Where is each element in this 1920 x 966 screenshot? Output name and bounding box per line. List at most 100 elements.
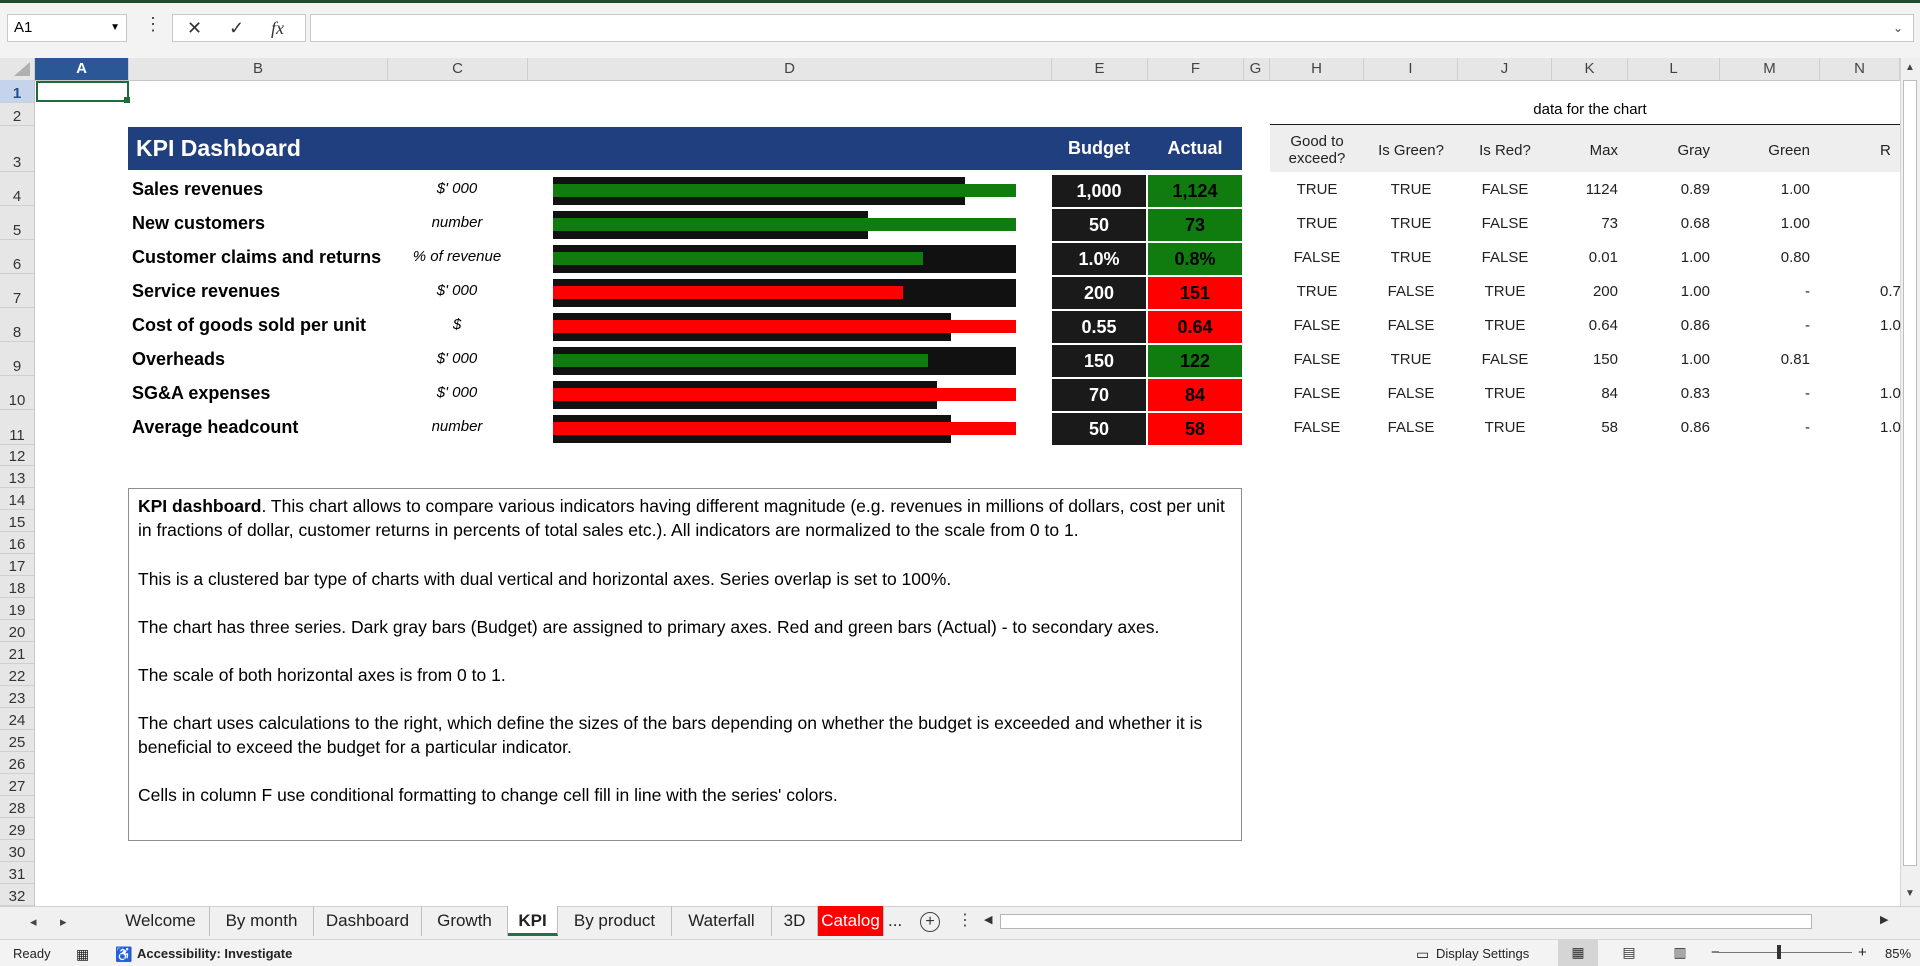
sheet-tab-welcome[interactable]: Welcome <box>112 906 210 936</box>
page-layout-icon[interactable]: ▤ <box>1622 944 1636 960</box>
row-header-9[interactable]: 9 <box>0 342 34 376</box>
data-cell[interactable]: - <box>1805 385 1810 402</box>
column-header-f[interactable]: F <box>1148 58 1244 80</box>
fill-handle[interactable] <box>124 97 130 103</box>
row-header-5[interactable]: 5 <box>0 206 34 240</box>
sheet-tab-waterfall[interactable]: Waterfall <box>672 906 772 936</box>
page-break-preview-icon[interactable]: ▥ <box>1673 944 1687 960</box>
row-header-7[interactable]: 7 <box>0 274 34 308</box>
data-cell[interactable]: 58 <box>1601 419 1618 436</box>
sheet-tab-kpi[interactable]: KPI <box>508 906 558 936</box>
zoom-slider[interactable] <box>1718 952 1852 953</box>
data-cell[interactable]: FALSE <box>1481 215 1529 232</box>
column-header-j[interactable]: J <box>1458 58 1552 80</box>
row-header-13[interactable]: 13 <box>0 466 34 488</box>
add-sheet-icon[interactable]: + <box>920 912 940 932</box>
budget-value[interactable]: 1.0% <box>1052 243 1146 275</box>
row-header-25[interactable]: 25 <box>0 730 34 752</box>
actual-value[interactable]: 0.64 <box>1148 311 1242 343</box>
row-header-4[interactable]: 4 <box>0 172 34 206</box>
macro-record-icon[interactable]: ▦ <box>76 946 90 962</box>
data-cell[interactable]: TRUE <box>1390 215 1432 232</box>
data-cell[interactable]: 0.86 <box>1680 317 1710 334</box>
scroll-left-icon[interactable]: ◀ <box>984 914 993 926</box>
row-header-21[interactable]: 21 <box>0 642 34 664</box>
name-box[interactable]: A1 ▼ <box>7 14 127 42</box>
data-cell[interactable]: FALSE <box>1293 249 1341 266</box>
data-cell[interactable]: FALSE <box>1293 385 1341 402</box>
data-cell[interactable]: TRUE <box>1296 215 1338 232</box>
row-header-23[interactable]: 23 <box>0 686 34 708</box>
more-tabs[interactable]: ... <box>888 911 903 930</box>
data-cell[interactable]: TRUE <box>1390 181 1432 198</box>
data-cell[interactable]: 0.89 <box>1680 181 1710 198</box>
actual-value[interactable]: 151 <box>1148 277 1242 309</box>
cancel-icon[interactable]: ✕ <box>187 18 203 38</box>
row-header-32[interactable]: 32 <box>0 884 34 906</box>
budget-value[interactable]: 150 <box>1052 345 1146 377</box>
budget-value[interactable]: 50 <box>1052 413 1146 445</box>
column-header-g[interactable]: G <box>1242 58 1270 80</box>
data-cell[interactable]: FALSE <box>1387 283 1435 300</box>
formula-input[interactable]: ⌄ <box>310 14 1914 42</box>
row-header-1[interactable]: 1 <box>0 80 34 103</box>
data-cell[interactable]: 1.00 <box>1680 283 1710 300</box>
budget-value[interactable]: 0.55 <box>1052 311 1146 343</box>
zoom-level[interactable]: 85% <box>1885 946 1912 961</box>
horizontal-scroll-thumb[interactable] <box>1000 914 1812 929</box>
data-cell[interactable]: TRUE <box>1390 351 1432 368</box>
data-cell[interactable]: FALSE <box>1293 351 1341 368</box>
zoom-out-button[interactable]: − <box>1711 944 1720 961</box>
vertical-scroll-thumb[interactable] <box>1903 80 1917 866</box>
row-header-11[interactable]: 11 <box>0 410 34 445</box>
data-cell[interactable]: TRUE <box>1296 181 1338 198</box>
data-cell[interactable]: 0.01 <box>1588 249 1618 266</box>
data-cell[interactable]: FALSE <box>1387 317 1435 334</box>
data-cell[interactable]: 84 <box>1601 385 1618 402</box>
data-cell[interactable]: FALSE <box>1481 181 1529 198</box>
sheet-tab-by-month[interactable]: By month <box>210 906 314 936</box>
tab-options-icon[interactable]: ⋮ <box>957 912 973 929</box>
column-header-k[interactable]: K <box>1552 58 1628 80</box>
enter-icon[interactable]: ✓ <box>229 18 245 38</box>
chevron-down-icon[interactable]: ▼ <box>110 22 120 33</box>
data-cell[interactable]: - <box>1805 317 1810 334</box>
column-header-h[interactable]: H <box>1270 58 1364 80</box>
row-header-3[interactable]: 3 <box>0 126 34 172</box>
data-cell[interactable]: 1.0 <box>1880 385 1901 402</box>
more-options-icon[interactable]: ⋮ <box>144 14 162 34</box>
accessibility-icon[interactable]: ♿ <box>115 946 133 962</box>
sheet-tab-growth[interactable]: Growth <box>422 906 508 936</box>
column-header-a[interactable]: A <box>35 58 129 80</box>
accessibility-status[interactable]: Accessibility: Investigate <box>137 946 293 961</box>
row-header-19[interactable]: 19 <box>0 598 34 620</box>
data-cell[interactable]: 1.00 <box>1780 181 1810 198</box>
row-header-29[interactable]: 29 <box>0 818 34 840</box>
scroll-down-icon[interactable]: ▼ <box>1905 888 1915 899</box>
row-header-6[interactable]: 6 <box>0 240 34 274</box>
data-cell[interactable]: FALSE <box>1481 351 1529 368</box>
scroll-up-icon[interactable]: ▲ <box>1905 62 1915 73</box>
column-header-i[interactable]: I <box>1364 58 1458 80</box>
sheet-tab-dashboard[interactable]: Dashboard <box>314 906 422 936</box>
row-header-27[interactable]: 27 <box>0 774 34 796</box>
budget-value[interactable]: 50 <box>1052 209 1146 241</box>
row-header-16[interactable]: 16 <box>0 532 34 554</box>
data-cell[interactable]: FALSE <box>1293 317 1341 334</box>
data-cell[interactable]: TRUE <box>1484 419 1526 436</box>
row-header-22[interactable]: 22 <box>0 664 34 686</box>
row-header-31[interactable]: 31 <box>0 862 34 884</box>
zoom-in-button[interactable]: + <box>1858 944 1867 961</box>
display-settings[interactable]: Display Settings <box>1436 946 1530 961</box>
data-cell[interactable]: 200 <box>1592 283 1618 300</box>
expand-formula-icon[interactable]: ⌄ <box>1892 21 1903 35</box>
column-header-c[interactable]: C <box>388 58 528 80</box>
row-header-14[interactable]: 14 <box>0 488 34 510</box>
data-cell[interactable]: TRUE <box>1484 283 1526 300</box>
row-header-15[interactable]: 15 <box>0 510 34 532</box>
data-cell[interactable]: TRUE <box>1484 385 1526 402</box>
sheet-tab-3d[interactable]: 3D <box>772 906 818 936</box>
row-header-24[interactable]: 24 <box>0 708 34 730</box>
data-cell[interactable]: 1.00 <box>1680 249 1710 266</box>
column-header-d[interactable]: D <box>528 58 1052 80</box>
